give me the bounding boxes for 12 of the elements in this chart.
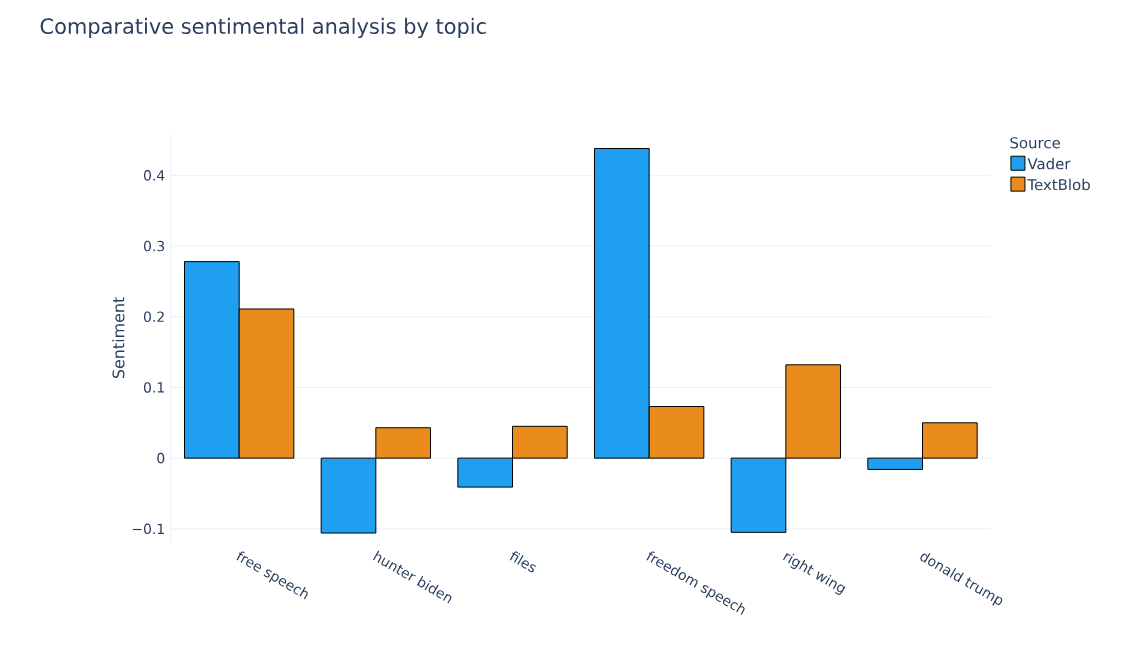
legend-label: Vader <box>1027 157 1071 170</box>
y-tick-label: 0.3 <box>143 240 165 252</box>
legend-label: TextBlob <box>1027 178 1090 191</box>
legend-title: Source <box>1010 137 1060 149</box>
y-tick-label: 0 <box>157 452 165 464</box>
y-tick-label: 0.1 <box>143 382 164 393</box>
y-tick-label: −0.1 <box>132 523 164 535</box>
x-tick-label: files <box>509 551 536 573</box>
y-axis-title: Sentiment <box>112 297 125 379</box>
chart-title: Comparative sentimental analysis by topic <box>40 17 486 39</box>
y-tick-label: 0.2 <box>143 311 164 323</box>
y-tick-label: 0.4 <box>143 170 165 181</box>
